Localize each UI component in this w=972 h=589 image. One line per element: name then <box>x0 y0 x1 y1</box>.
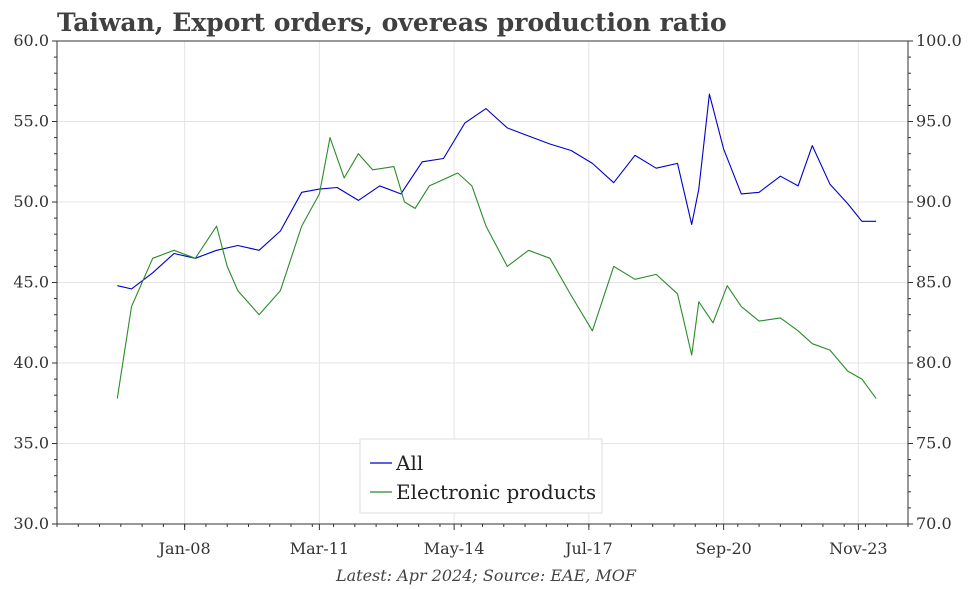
series-line-all <box>117 93 877 290</box>
y-left-tick-label: 30.0 <box>13 514 49 533</box>
y-left-tick-label: 45.0 <box>13 273 49 292</box>
source-footnote: Latest: Apr 2024; Source: EAE, MOF <box>335 566 637 585</box>
y-left-tick-label: 55.0 <box>13 112 49 131</box>
x-tick-label: Jan-08 <box>157 539 211 558</box>
y-left-tick-label: 40.0 <box>13 353 49 372</box>
y-right-tick-label: 70.0 <box>916 514 952 533</box>
legend-label-all: All <box>395 451 423 475</box>
y-right-tick-label: 95.0 <box>916 112 952 131</box>
x-tick-label: Sep-20 <box>695 539 751 558</box>
y-right-tick-label: 100.0 <box>916 31 962 50</box>
y-right-tick-label: 80.0 <box>916 353 952 372</box>
axes: 30.0 35.0 40.0 45.0 50.0 55.0 60.0 70.0 75.0 80.0… <box>13 31 961 558</box>
legend-box <box>359 438 603 514</box>
y-right-tick-label: 75.0 <box>916 434 952 453</box>
x-tick-label: May-14 <box>424 539 485 558</box>
series-line-electronic-products <box>116 137 877 399</box>
x-tick-label: Jul-17 <box>563 539 613 558</box>
legend: All Electronic products <box>359 438 603 514</box>
y-left-tick-label: 60.0 <box>13 31 49 50</box>
y-left-tick-label: 50.0 <box>13 192 49 211</box>
legend-label-electronic: Electronic products <box>396 480 596 504</box>
x-tick-label: Nov-23 <box>829 539 887 558</box>
chart-title: Taiwan, Export orders, overeas productio… <box>57 8 727 37</box>
series-lines <box>116 93 877 399</box>
x-tick-label: Mar-11 <box>290 539 349 558</box>
y-left-tick-label: 35.0 <box>13 434 49 453</box>
y-right-tick-label: 90.0 <box>916 192 952 211</box>
y-right-tick-label: 85.0 <box>916 273 952 292</box>
